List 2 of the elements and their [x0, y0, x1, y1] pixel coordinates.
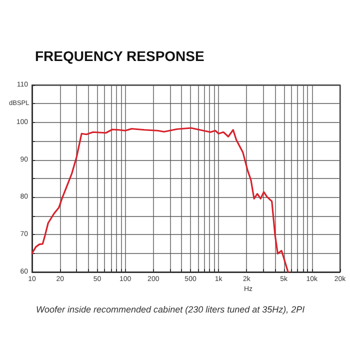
chart-title: FREQUENCY RESPONSE	[35, 48, 204, 64]
text: Woofer inside recommended cabinet (230 liters tuned at 35Hz), 2PI	[36, 304, 306, 314]
